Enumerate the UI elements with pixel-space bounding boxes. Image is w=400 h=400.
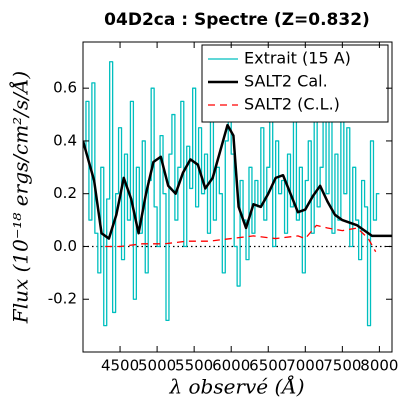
x-tick-label: 6500	[249, 357, 287, 375]
y-axis-label: Flux (10⁻¹⁸ ergs/cm²/s/Å)	[8, 71, 33, 324]
axes-frame	[82, 41, 393, 353]
x-tick-label: 5000	[138, 357, 176, 375]
x-axis-label: λ observé (Å)	[168, 374, 304, 399]
legend-label: SALT2 (C.L.)	[244, 95, 340, 114]
legend-frame	[201, 44, 389, 123]
x-tick-label: 7500	[323, 357, 361, 375]
legend-label: Extrait (15 A)	[244, 49, 351, 68]
y-tick-label: 0.6	[53, 79, 77, 97]
legend: Extrait (15 A) SALT2 Cal. SALT2 (C.L.)	[201, 44, 389, 123]
y-tick-label: 0.2	[53, 184, 77, 202]
x-tick-label: 4500	[101, 357, 139, 375]
series-line	[105, 224, 377, 253]
x-tick-label: 7000	[286, 357, 324, 375]
x-tick-label: 5500	[175, 357, 213, 375]
y-tick-label: 0.0	[53, 237, 77, 255]
x-tick-label: 6000	[212, 357, 250, 375]
legend-label: SALT2 Cal.	[244, 72, 328, 91]
y-tick-label: 0.4	[53, 131, 77, 149]
y-tick-label: -0.2	[48, 290, 77, 308]
x-tick-label: 8000	[360, 357, 398, 375]
series-line	[83, 123, 392, 240]
chart-title: 04D2ca : Spectre (Z=0.832)	[104, 10, 370, 30]
